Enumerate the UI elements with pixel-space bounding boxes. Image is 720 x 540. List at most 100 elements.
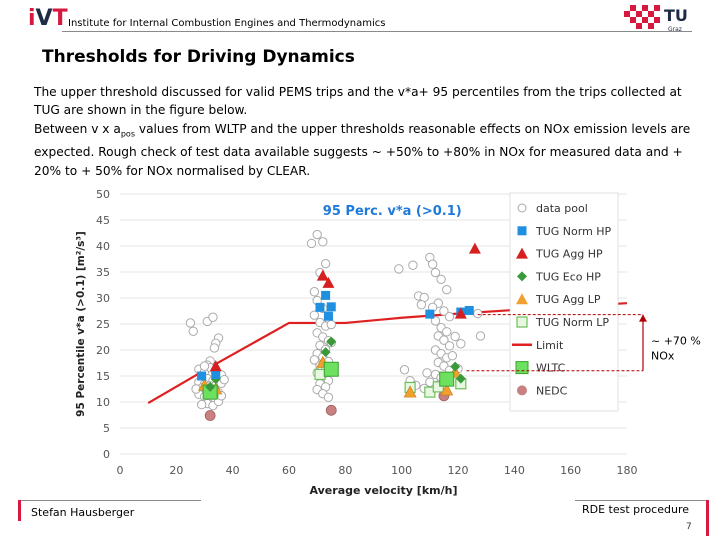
data-pool-point — [309, 355, 320, 365]
wltc-point — [323, 361, 339, 377]
tug-agg-hp-point — [454, 307, 467, 319]
y-tick-label: 50 — [96, 188, 110, 201]
tug-norm-lp-point — [432, 381, 444, 393]
legend-swatch-data-pool — [517, 203, 527, 213]
legend-label: TUG Agg LP — [535, 293, 601, 306]
y-tick-label: 15 — [96, 370, 110, 383]
institute-name: Institute for Internal Combustion Engine… — [68, 18, 386, 29]
legend-swatch-tug-norm-hp — [517, 226, 527, 236]
nedc-point — [204, 410, 216, 421]
data-pool-point — [394, 264, 404, 274]
footer-topic: RDE test procedure — [582, 503, 689, 516]
data-pool-point — [196, 399, 207, 410]
tug-norm-hp-point — [197, 371, 207, 381]
y-axis-label: 95 Percentile v*a (>0.1) [m²/s³] — [75, 231, 87, 417]
data-pool-point — [436, 274, 446, 284]
footer-left: Stefan Hausberger — [18, 500, 218, 522]
data-pool-point — [318, 237, 328, 247]
legend-label: TUG Eco HP — [535, 270, 601, 283]
annotation-text-1: ~ +70 % — [651, 335, 701, 348]
y-tick-label: 35 — [96, 266, 110, 279]
legend-swatch-tug-agg-hp — [516, 247, 528, 259]
data-pool-point — [326, 319, 336, 330]
data-pool-point — [416, 300, 427, 310]
x-tick-label: 120 — [448, 464, 469, 477]
data-pool-point — [442, 284, 452, 295]
paragraph-1: The upper threshold discussed for valid … — [34, 85, 682, 118]
data-pool-point — [430, 316, 441, 326]
paragraph-2-pre: Between v x a — [34, 121, 121, 136]
tug-norm-lp-point — [314, 368, 326, 381]
y-tick-label: 5 — [103, 422, 110, 435]
x-tick-label: 20 — [169, 464, 183, 477]
legend-label: TUG Norm HP — [535, 225, 612, 238]
legend-label: NEDC — [536, 384, 568, 397]
tug-norm-hp-point — [211, 369, 221, 379]
tug-agg-lp-point — [440, 383, 454, 396]
legend-box — [509, 192, 619, 412]
annotation-text-2: NOx — [651, 350, 675, 363]
legend-swatch-tug-eco-hp — [517, 271, 527, 282]
legend-label: Limit — [536, 339, 564, 352]
legend-swatch-nedc — [517, 385, 527, 396]
data-pool-point — [209, 343, 220, 353]
data-pool-point — [312, 229, 322, 240]
data-pool-point — [185, 318, 196, 328]
footer-left-line — [21, 500, 201, 501]
y-tick-label: 45 — [96, 214, 110, 227]
nedc-point — [325, 404, 337, 416]
tug-eco-hp-point — [455, 373, 466, 384]
paragraph-2-sub: pos — [120, 129, 135, 139]
header-divider — [62, 31, 692, 32]
data-pool-point — [427, 259, 438, 269]
y-tick-label: 25 — [96, 318, 110, 331]
x-tick-label: 160 — [560, 464, 581, 477]
tug-agg-lp-point — [403, 385, 417, 398]
x-tick-label: 140 — [504, 464, 525, 477]
tug-eco-hp-point — [320, 347, 331, 358]
legend-label: TUG Norm LP — [535, 316, 609, 329]
tug-norm-hp-point — [321, 290, 331, 300]
data-pool-point — [320, 258, 331, 269]
data-pool-point — [447, 351, 458, 361]
legend-label: data pool — [536, 202, 588, 215]
slide-title: Thresholds for Driving Dynamics — [42, 47, 355, 67]
x-tick-label: 60 — [282, 464, 296, 477]
x-tick-label: 100 — [391, 464, 412, 477]
data-pool-point — [399, 365, 410, 375]
footer-right-accent — [706, 500, 709, 536]
paragraph-2-post: values from WLTP and the upper threshold… — [34, 121, 691, 178]
tug-agg-hp-point — [209, 360, 222, 372]
data-pool-point — [306, 238, 317, 249]
ivt-logo: iVT — [28, 6, 68, 31]
tu-graz-logo: TU Graz — [624, 5, 688, 33]
legend-label: TUG Agg HP — [535, 248, 603, 261]
data-pool-point — [442, 327, 452, 337]
y-tick-label: 10 — [96, 396, 110, 409]
tug-agg-hp-point — [322, 276, 335, 288]
chart-title: 95 Perc. v*a (>0.1) — [323, 204, 462, 219]
tug-norm-hp-point — [425, 309, 435, 319]
y-tick-label: 20 — [96, 344, 110, 357]
data-pool-point — [475, 331, 486, 341]
x-tick-label: 80 — [338, 464, 352, 477]
x-tick-label: 180 — [617, 464, 638, 477]
tug-eco-hp-point — [450, 361, 461, 372]
legend-swatch-tug-norm-lp — [516, 316, 528, 328]
y-tick-label: 30 — [96, 292, 110, 305]
data-pool-point — [323, 392, 334, 403]
data-pool-point — [439, 306, 449, 316]
data-pool-point — [444, 341, 455, 351]
legend-swatch-wltc — [515, 361, 529, 375]
data-pool-point — [444, 312, 455, 322]
data-pool-point — [199, 361, 210, 371]
y-tick-label: 40 — [96, 240, 110, 253]
page-number: 7 — [686, 522, 692, 532]
data-pool-point — [456, 339, 466, 349]
data-pool-point — [430, 267, 441, 278]
header: iVT Institute for Internal Combustion En… — [0, 0, 720, 36]
tug-norm-hp-point — [323, 311, 333, 321]
tug-norm-hp-point — [464, 305, 474, 315]
tug-eco-hp-point — [326, 336, 337, 347]
legend-swatch-tug-agg-lp — [516, 293, 528, 305]
